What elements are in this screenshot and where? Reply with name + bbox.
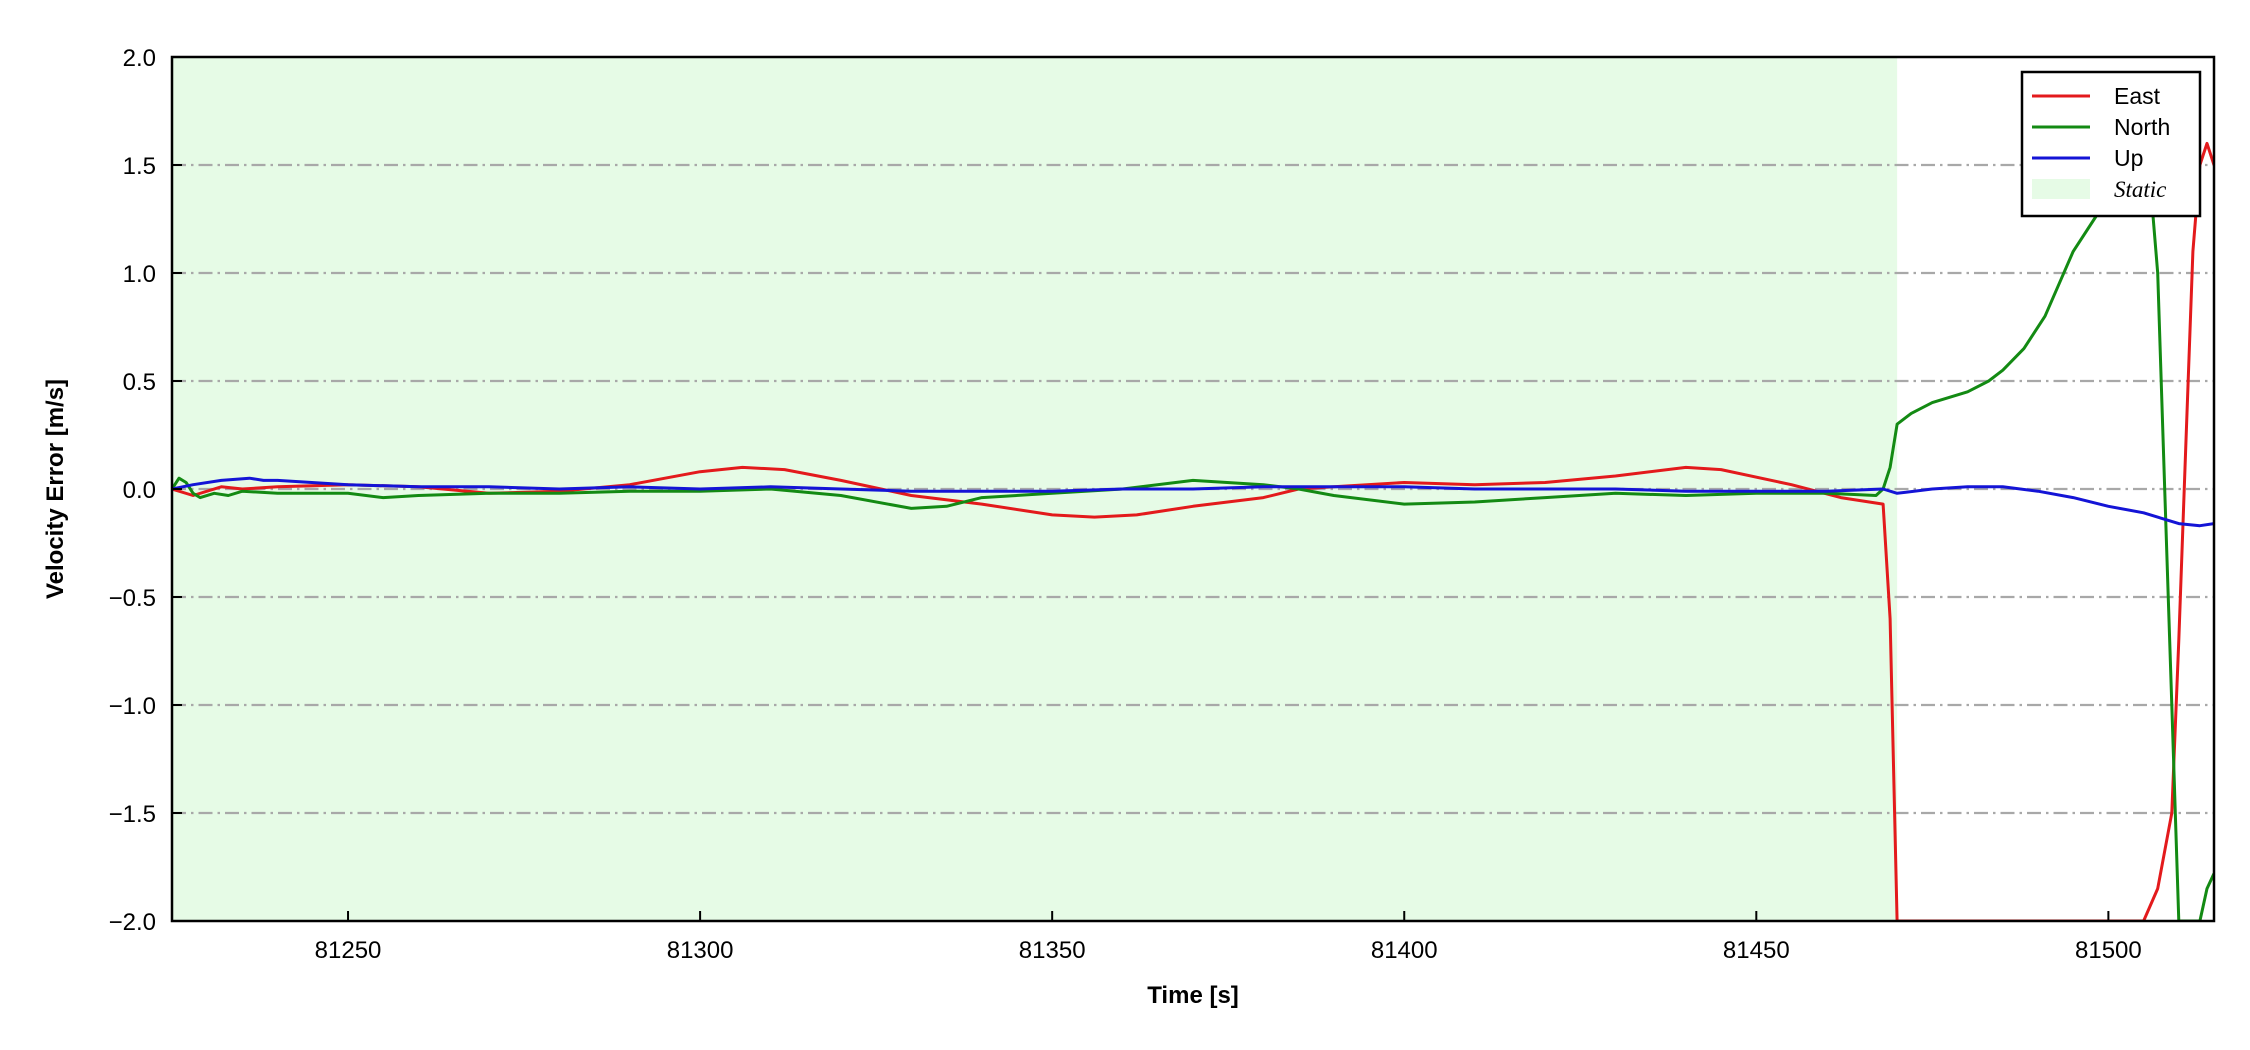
legend: East North Up Static xyxy=(2020,70,2202,218)
y-tick-label: 0.5 xyxy=(123,369,156,396)
legend-label-static: Static xyxy=(2114,177,2166,202)
x-axis-title: Time [s] xyxy=(1147,982,1239,1009)
x-tick-label: 81250 xyxy=(315,937,382,964)
y-tick-label: 0.0 xyxy=(123,477,156,504)
y-tick-label: −2.0 xyxy=(109,909,156,936)
x-tick-label: 81400 xyxy=(1371,937,1438,964)
y-tick-label: 1.5 xyxy=(123,153,156,180)
legend-swatch-static xyxy=(2032,179,2090,199)
legend-label-up: Up xyxy=(2114,145,2143,171)
x-tick-label: 81350 xyxy=(1019,937,1086,964)
y-tick-label: 2.0 xyxy=(123,45,156,72)
ticks: 81250 81300 81350 81400 81450 81500 −2.0 −1.5 −1… xyxy=(109,45,2142,964)
x-tick-label: 81500 xyxy=(2075,937,2142,964)
y-tick-label: 1.0 xyxy=(123,261,156,288)
series-line-up xyxy=(172,476,2214,528)
legend-label-north: North xyxy=(2114,114,2170,140)
legend-label-east: East xyxy=(2114,83,2161,109)
y-tick-label: −1.5 xyxy=(109,801,156,828)
y-axis-title: Velocity Error [m/s] xyxy=(42,379,69,599)
y-tick-label: −0.5 xyxy=(109,585,156,612)
x-tick-label: 81450 xyxy=(1723,937,1790,964)
x-tick-label: 81300 xyxy=(667,937,734,964)
y-tick-label: −1.0 xyxy=(109,693,156,720)
